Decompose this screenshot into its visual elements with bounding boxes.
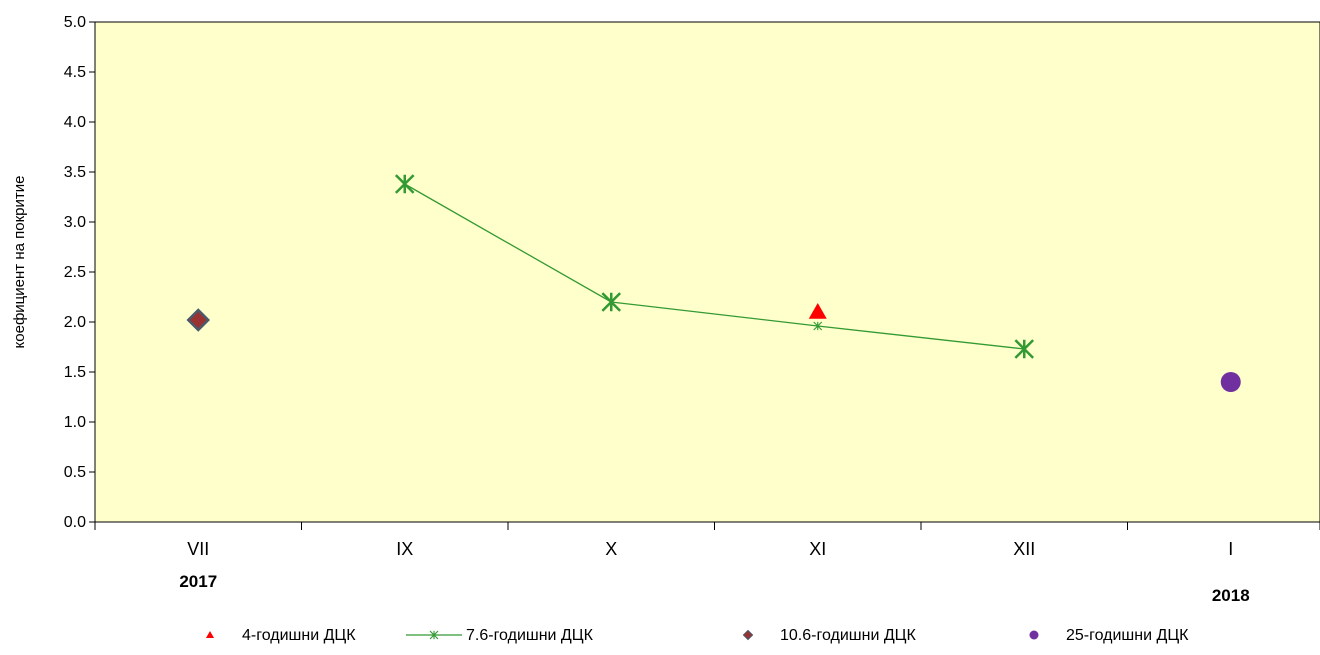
x-tick-label: IX	[396, 539, 413, 559]
y-tick-label: 4.0	[64, 114, 86, 131]
x-tick-label: X	[605, 539, 617, 559]
y-tick-label: 1.0	[64, 414, 86, 431]
legend-marker	[205, 630, 215, 639]
y-tick-label: 3.5	[64, 164, 86, 181]
x-tick-label: VII	[187, 539, 209, 559]
x-tick-label: I	[1228, 539, 1233, 559]
legend-marker	[429, 630, 439, 640]
legend-marker	[1029, 630, 1039, 640]
y-tick-label: 5.0	[64, 14, 86, 31]
legend-label: 4-годишни ДЦК	[242, 627, 356, 644]
legend-item: 7.6-годишни ДЦК	[406, 627, 594, 644]
series-0	[808, 303, 827, 319]
legend-label: 25-годишни ДЦК	[1066, 627, 1189, 644]
series-1	[394, 174, 1035, 359]
legend-item: 10.6-годишни ДЦК	[742, 627, 917, 644]
year-label: 2018	[1212, 586, 1250, 605]
y-tick-label: 0.0	[64, 514, 86, 531]
data-point	[813, 321, 823, 331]
data-point	[808, 303, 827, 319]
year-label: 2017	[179, 572, 217, 591]
y-tick-label: 4.5	[64, 64, 86, 81]
legend: 4-годишни ДЦК 7.6-годишни ДЦК 10.6-годишни…	[205, 627, 1189, 644]
plot-area	[94, 21, 1320, 523]
y-tick-label: 2.5	[64, 264, 86, 281]
legend-marker	[742, 629, 754, 641]
axes-group: 0.0 0.5 1.0 1.5 2.0 2.5 3.0 3.5 4.0 4.5 5.0 VII IX X X…	[11, 14, 1320, 605]
legend-item: 25-годишни ДЦК	[1029, 627, 1189, 644]
data-point	[601, 292, 622, 312]
x-tick-label: XII	[1013, 539, 1035, 559]
data-point	[1014, 339, 1035, 359]
series-group	[186, 174, 1241, 392]
y-axis-title: коефициент на покритие	[11, 176, 28, 349]
series-3	[1220, 372, 1241, 392]
series-line	[404, 183, 1025, 350]
x-tick-label: XI	[809, 539, 826, 559]
data-point	[186, 308, 211, 332]
y-tick-label: 0.5	[64, 464, 86, 481]
y-tick-label: 3.0	[64, 214, 86, 231]
data-point	[1220, 372, 1241, 392]
legend-label: 7.6-годишни ДЦК	[466, 627, 594, 644]
legend-label: 10.6-годишни ДЦК	[780, 627, 917, 644]
series-2	[186, 308, 211, 332]
y-tick-label: 2.0	[64, 314, 86, 331]
data-point	[394, 174, 415, 194]
y-tick-label: 1.5	[64, 364, 86, 381]
legend-item: 4-годишни ДЦК	[205, 627, 356, 644]
